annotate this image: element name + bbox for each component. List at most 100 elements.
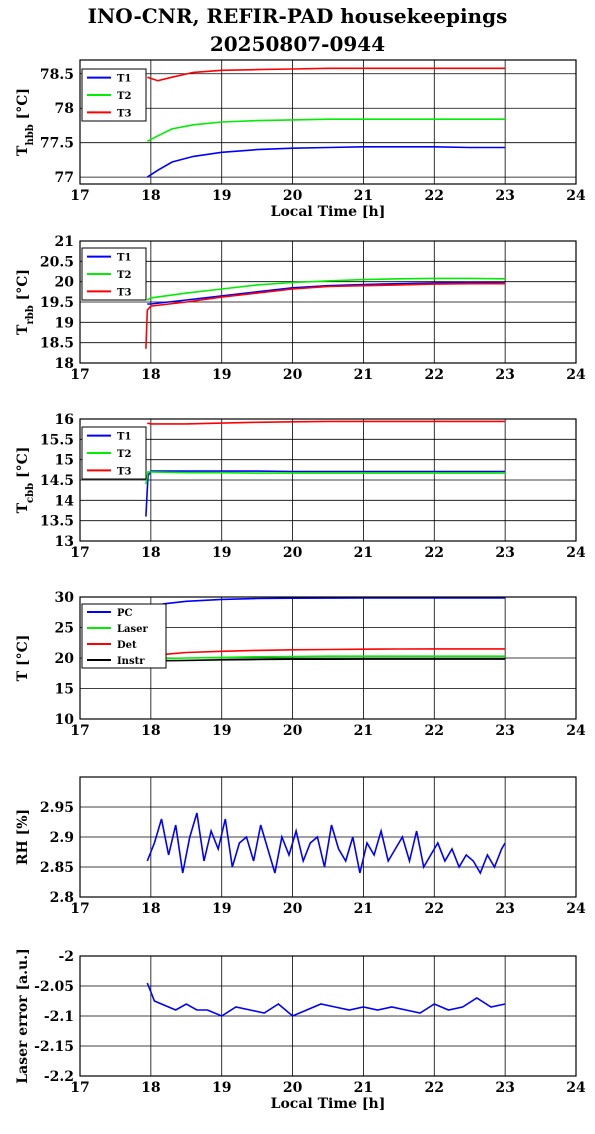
x-tick-label: 22 — [425, 367, 444, 383]
x-tick-label: 18 — [141, 901, 160, 917]
y-tick-label: 2.8 — [50, 890, 74, 906]
y-tick-label: 14.5 — [40, 473, 74, 489]
legend-label: Laser — [117, 624, 149, 635]
series-line-t1 — [145, 470, 506, 517]
legend-label: T3 — [117, 108, 131, 119]
plot-frame — [79, 240, 577, 364]
x-tick-label: 21 — [354, 188, 373, 204]
y-axis-label-main: T [°C] — [15, 635, 31, 682]
series-line-instr — [147, 658, 506, 662]
y-tick-label: 20 — [55, 651, 75, 667]
y-tick-label: -2 — [58, 949, 74, 965]
y-tick-label: -2.1 — [44, 1009, 74, 1025]
y-axis-label-sub: hbb — [25, 124, 36, 145]
legend-label: PC — [117, 608, 133, 619]
x-tick-label: 22 — [425, 723, 444, 739]
y-axis-label: Tcbb [°C] — [15, 447, 36, 514]
y-tick-label: 13.5 — [40, 514, 74, 530]
y-tick-label: -2.2 — [44, 1069, 74, 1085]
plot-frame — [79, 59, 577, 185]
x-tick-label: 23 — [495, 1080, 514, 1096]
y-tick-label: -2.05 — [34, 979, 74, 995]
y-tick-label: 30 — [55, 590, 75, 606]
legend: T1 T2 T3 — [81, 247, 147, 301]
series-line-data — [146, 982, 506, 1017]
y-axis-label: Laser error [a.u.] — [15, 948, 31, 1083]
x-tick-label: 23 — [495, 188, 514, 204]
plot-panel-3: 17 18 19 20 21 22 23 24 13 13.5 14 14.5 15 15.5 16 Tcbb… — [15, 412, 586, 561]
plot-panel-6: 17 18 19 20 21 22 23 24 -2.2 -2.15 -2.1 -2.05 -2 Loca… — [15, 948, 586, 1112]
legend: PC Laser Det Instr — [81, 603, 167, 669]
y-tick-label: -2.15 — [34, 1039, 74, 1055]
legend-label: T3 — [117, 466, 131, 477]
series-line-t2 — [146, 118, 506, 143]
y-axis-label: Thbb [°C] — [15, 88, 36, 156]
x-axis-label: Local Time [h] — [271, 1096, 386, 1112]
legend-label: T1 — [117, 74, 131, 85]
x-tick-label: 18 — [141, 545, 160, 561]
chart-title: INO-CNR, REFIR-PAD housekeepings — [87, 4, 508, 28]
y-tick-label: 15.5 — [40, 432, 74, 448]
y-tick-label: 78 — [55, 101, 74, 117]
x-tick-label: 22 — [425, 188, 444, 204]
x-tick-label: 21 — [354, 901, 373, 917]
x-tick-label: 23 — [495, 545, 514, 561]
x-tick-label: 21 — [354, 545, 373, 561]
y-axis-label-main: Laser error [a.u.] — [15, 948, 31, 1083]
y-tick-label: 14 — [55, 493, 75, 509]
y-tick-label: 19.5 — [40, 295, 74, 311]
x-tick-label: 17 — [70, 367, 89, 383]
x-tick-label: 24 — [566, 901, 586, 917]
x-tick-label: 22 — [425, 1080, 444, 1096]
x-tick-label: 17 — [70, 545, 89, 561]
series-line-t3 — [145, 282, 506, 349]
legend-label: T2 — [117, 91, 131, 102]
y-tick-label: 77.5 — [40, 136, 74, 152]
y-tick-label: 19 — [55, 315, 74, 331]
x-tick-label: 21 — [354, 1080, 373, 1096]
x-tick-label: 18 — [141, 367, 160, 383]
chart-subtitle: 20250807-0944 — [209, 32, 386, 56]
y-axis-label: T [°C] — [15, 635, 31, 682]
plot-frame — [79, 776, 577, 898]
x-tick-label: 17 — [70, 1080, 89, 1096]
y-tick-label: 16 — [55, 412, 74, 428]
x-tick-label: 19 — [212, 1080, 231, 1096]
legend-label: T3 — [117, 287, 131, 298]
y-axis-label-main: RH [%] — [15, 809, 31, 865]
plot-panel-1: 17 18 19 20 21 22 23 24 77 77.5 78 78.5 Local Time [… — [15, 59, 586, 220]
x-axis-label: Local Time [h] — [271, 204, 386, 220]
series-line-pc — [147, 597, 506, 609]
y-axis-label: RH [%] — [15, 809, 31, 865]
legend-label: T2 — [117, 449, 131, 460]
series-line-t2 — [145, 471, 506, 485]
x-tick-label: 20 — [283, 1080, 303, 1096]
legend: T1 T2 T3 — [81, 426, 147, 480]
x-tick-label: 17 — [70, 901, 89, 917]
x-tick-label: 22 — [425, 545, 444, 561]
y-tick-label: 18.5 — [40, 336, 74, 352]
y-tick-label: 18 — [55, 356, 74, 372]
y-tick-label: 2.85 — [40, 860, 74, 876]
x-tick-label: 18 — [141, 188, 160, 204]
series-line-t1 — [147, 281, 506, 305]
series-line-data — [146, 812, 506, 875]
legend-label: T1 — [117, 432, 131, 443]
plot-panel-4: 17 18 19 20 21 22 23 24 10 15 20 25 30 T [°C] PC Laser D… — [15, 590, 586, 739]
legend-label: Det — [117, 640, 137, 651]
series-line-det — [147, 648, 506, 658]
x-tick-label: 19 — [212, 901, 231, 917]
x-tick-label: 19 — [212, 545, 231, 561]
x-tick-label: 24 — [566, 545, 586, 561]
legend-label: T1 — [117, 253, 131, 264]
y-tick-label: 2.95 — [40, 800, 74, 816]
x-tick-label: 20 — [283, 901, 303, 917]
x-tick-label: 17 — [70, 188, 89, 204]
y-tick-label: 15 — [55, 682, 74, 698]
y-tick-label: 25 — [55, 621, 74, 637]
y-tick-label: 77 — [55, 170, 74, 186]
x-tick-label: 20 — [283, 367, 303, 383]
x-tick-label: 24 — [566, 723, 586, 739]
y-tick-label: 20.5 — [40, 254, 74, 270]
